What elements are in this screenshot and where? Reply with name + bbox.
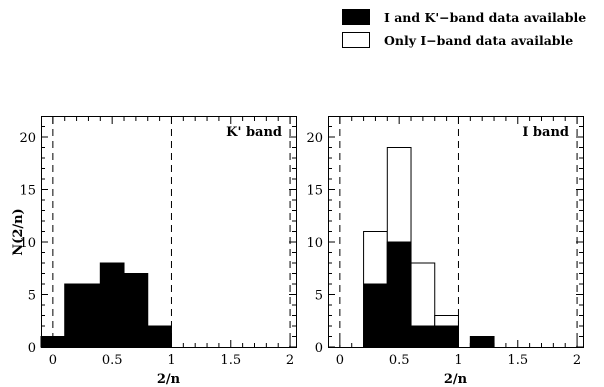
legend: I and K'−band data available Only I−band… (342, 9, 586, 48)
x-tick-label: 1 (167, 353, 175, 368)
x-tick-label: 2 (286, 353, 294, 368)
y-tick-label: 15 (19, 184, 36, 199)
filled-bar (363, 283, 388, 348)
reference-lines (339, 117, 578, 347)
filled-bar (386, 241, 412, 348)
y-tick-label: 15 (306, 184, 323, 199)
y-tick-label: 10 (306, 236, 323, 251)
x-axis-label-right: 2/n (444, 372, 468, 387)
plot-frame (41, 116, 297, 348)
filled-bar (64, 283, 89, 348)
x-axis-label-left: 2/n (157, 372, 181, 387)
y-tick-label: 0 (28, 341, 36, 356)
filled-bars (40, 262, 172, 348)
y-tick-label: 5 (28, 289, 36, 304)
y-tick-label: 5 (315, 289, 323, 304)
legend-filled-label: I and K'−band data available (384, 10, 586, 25)
x-tick-label: 1.5 (220, 353, 241, 368)
legend-filled-swatch (342, 9, 370, 25)
x-tick-label: 1.5 (507, 353, 528, 368)
y-tick-label: 20 (306, 131, 323, 146)
legend-open-swatch (342, 32, 370, 48)
legend-open-label: Only I−band data available (384, 33, 573, 48)
x-tick-label: 0 (49, 353, 57, 368)
x-tick-label: 0.5 (102, 353, 123, 368)
panel-label-iband: I band (522, 125, 569, 140)
y-tick-label: 20 (19, 131, 36, 146)
x-tick-label: 1 (454, 353, 462, 368)
y-tick-label: 10 (19, 236, 36, 251)
x-tick-label: 0 (336, 353, 344, 368)
reference-lines (52, 117, 291, 347)
x-tick-label: 2 (573, 353, 581, 368)
x-tick-label: 0.5 (389, 353, 410, 368)
panel-label-kband: K' band (226, 125, 282, 140)
y-axis-label: N(2/n) (11, 208, 26, 255)
y-tick-label: 0 (315, 341, 323, 356)
plot-frame (328, 116, 584, 348)
filled-bar (123, 273, 149, 348)
filled-bar (99, 262, 125, 348)
